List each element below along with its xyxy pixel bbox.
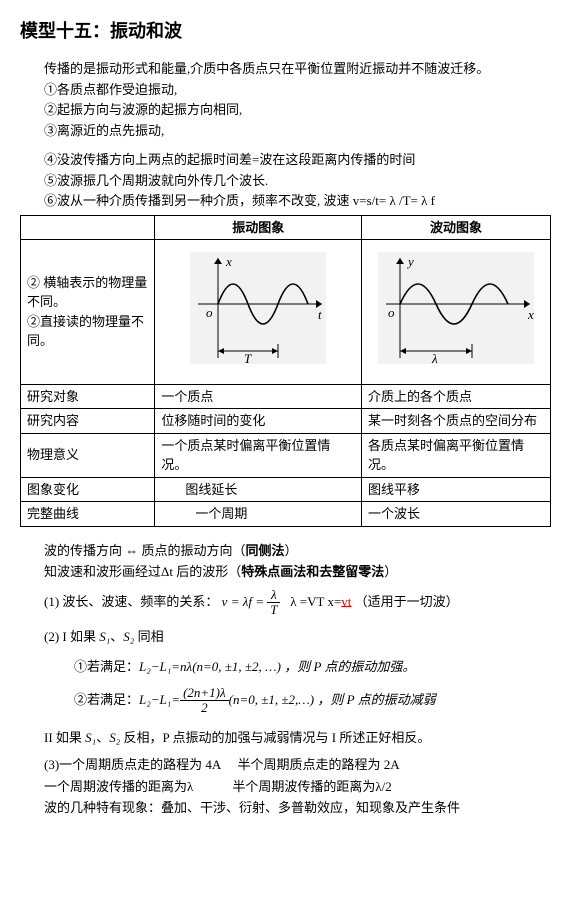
diff-line1: ② 横轴表示的物理量不同。 <box>27 275 147 310</box>
p3-line2: 一个周期波传播的距离为λ 半个周期波传播的距离为λ/2 <box>44 777 551 797</box>
fraction: (2n+1)λ2 <box>180 686 229 716</box>
sep: 、 <box>96 730 109 745</box>
row-diff-label: ② 横轴表示的物理量不同。 ②直接读的物理量不同。 <box>21 240 155 385</box>
wave-graph-cell: y x o λ <box>362 240 551 385</box>
th-vibration: 振动图象 <box>155 215 362 240</box>
frac-d: T <box>267 603 280 617</box>
intro-line: ④没波传播方向上两点的起振时间差=波在这段距离内传播的时间 <box>44 150 551 170</box>
txt: ） <box>285 543 298 558</box>
row-wave: 介质上的各个质点 <box>362 384 551 409</box>
row-label: 物理意义 <box>21 433 155 477</box>
diff-line2: ②直接读的物理量不同。 <box>27 314 144 349</box>
s1: S₁ <box>85 730 96 745</box>
intro-line: 传播的是振动形式和能量,介质中各质点只在平衡位置附近振动并不随波迁移。 <box>44 59 551 79</box>
frac-n: (2n+1)λ <box>180 686 229 701</box>
txt: II 如果 <box>44 730 85 745</box>
txt: 反相，P 点振动的加强与减弱情况与 I 所述正好相反。 <box>120 730 430 745</box>
intro-line: ③离源近的点先振动, <box>44 121 551 141</box>
direction-line: 波的传播方向 ⇔ 质点的振动方向（同侧法） <box>44 541 551 561</box>
row-wave: 各质点某时偏离平衡位置情况。 <box>362 433 551 477</box>
relation-line: (1) 波长、波速、频率的关系： v = λf = λT λ =VT x=vt … <box>44 588 551 618</box>
intro-line: ①各质点都作受迫振动, <box>44 80 551 100</box>
cond-2: ②若满足：L₂−L₁=(2n+1)λ2(n=0, ±1, ±2,…) ，则 P … <box>74 686 551 716</box>
txt: 一个周期波传播的距离为λ <box>44 779 193 794</box>
txt: (1) 波长、波速、频率的关系： <box>44 593 218 608</box>
last-line: 波的几种特有现象：叠加、干涉、衍射、多普勒效应，知现象及产生条件 <box>44 798 551 818</box>
method-line: 知波速和波形画经过Δt 后的波形（特殊点画法和去整留零法） <box>44 562 551 582</box>
row-label: 图象变化 <box>21 477 155 502</box>
txt: ②若满足： <box>74 692 139 707</box>
cond-1: ①若满足：L₂−L₁=nλ(n=0, ±1, ±2, …) ，则 P 点的振动加… <box>74 657 551 677</box>
table-row: 图象变化 图线延长 图线平移 <box>21 477 551 502</box>
sep: 、 <box>110 629 123 644</box>
s2: S₂ <box>109 730 120 745</box>
th-wave: 波动图象 <box>362 215 551 240</box>
y-axis-label: x <box>225 254 232 269</box>
case-II: II 如果 S₁、S₂ 反相，P 点振动的加强与减弱情况与 I 所述正好相反。 <box>44 728 551 748</box>
eq: λ =VT x= <box>290 593 341 608</box>
row-vib: 一个质点 <box>155 384 362 409</box>
row-wave: 一个波长 <box>362 502 551 527</box>
eq: L₂−L₁=nλ(n=0, ±1, ±2, …) ，则 P 点的振动加强。 <box>139 659 415 674</box>
frac-n: λ <box>267 588 280 603</box>
txt: 同相 <box>134 629 163 644</box>
s1: S₁ <box>99 629 110 644</box>
txt-bold: 特殊点画法和去整留零法 <box>241 564 384 579</box>
row-label: 完整曲线 <box>21 502 155 527</box>
vibration-graph: x t o T <box>178 244 338 374</box>
x-axis-label: t <box>318 307 322 322</box>
case-I: (2) I 如果 S₁、S₂ 同相 <box>44 627 551 647</box>
wave-graph: y x o λ <box>366 244 546 374</box>
txt: 半个周期波传播的距离为λ/2 <box>232 779 391 794</box>
row-vib: 图线延长 <box>155 477 362 502</box>
row-label: 研究对象 <box>21 384 155 409</box>
intro-line: ⑤波源振几个周期波就向外传几个波长. <box>44 171 551 191</box>
y-axis-label: y <box>406 254 414 269</box>
eq: L₂−L₁= <box>139 692 180 707</box>
s2: S₂ <box>123 629 134 644</box>
th-blank <box>21 215 155 240</box>
period-label: T <box>244 351 252 366</box>
eq: v = λf = <box>222 593 264 608</box>
origin-label: o <box>388 305 395 320</box>
origin-label: o <box>206 305 213 320</box>
intro-block: 传播的是振动形式和能量,介质中各质点只在平衡位置附近振动并不随波迁移。 ①各质点… <box>44 59 551 211</box>
row-vib: 一个质点某时偏离平衡位置情况。 <box>155 433 362 477</box>
txt: ①若满足： <box>74 659 139 674</box>
row-wave: 图线平移 <box>362 477 551 502</box>
doc-title: 模型十五：振动和波 <box>20 18 551 45</box>
eq: (n=0, ±1, ±2,…) ，则 P 点的振动减弱 <box>229 692 436 707</box>
row-wave: 某一时刻各个质点的空间分布 <box>362 409 551 434</box>
intro-line: ⑥波从一种介质传播到另一种介质，频率不改变, 波速 v=s/t= λ /T= λ… <box>44 191 551 211</box>
p3-line1: (3)一个周期质点走的路程为 4A 半个周期质点走的路程为 2A <box>44 755 551 775</box>
txt-bold: 同侧法 <box>246 543 285 558</box>
intro-line: ②起振方向与波源的起振方向相同, <box>44 100 551 120</box>
table-row: 研究对象 一个质点 介质上的各个质点 <box>21 384 551 409</box>
fraction: λT <box>267 588 280 618</box>
table-row: 完整曲线 一个周期 一个波长 <box>21 502 551 527</box>
txt: 知波速和波形画经过Δt 后的波形（ <box>44 564 241 579</box>
compare-table: 振动图象 波动图象 ② 横轴表示的物理量不同。 ②直接读的物理量不同。 x t … <box>20 215 551 527</box>
txt: （适用于一切波） <box>355 593 459 608</box>
row-vib: 一个周期 <box>155 502 362 527</box>
txt: (3)一个周期质点走的路程为 4A <box>44 757 221 772</box>
row-vib: 位移随时间的变化 <box>155 409 362 434</box>
wavelength-label: λ <box>431 351 438 366</box>
after-block: 波的传播方向 ⇔ 质点的振动方向（同侧法） 知波速和波形画经过Δt 后的波形（特… <box>44 541 551 818</box>
vibration-graph-cell: x t o T <box>155 240 362 385</box>
eq-red: vt <box>341 593 351 608</box>
txt: ） <box>384 564 397 579</box>
row-label: 研究内容 <box>21 409 155 434</box>
table-row: 研究内容 位移随时间的变化 某一时刻各个质点的空间分布 <box>21 409 551 434</box>
txt: 波的传播方向 ⇔ 质点的振动方向（ <box>44 543 246 558</box>
txt: (2) I 如果 <box>44 629 99 644</box>
table-row: 物理意义 一个质点某时偏离平衡位置情况。 各质点某时偏离平衡位置情况。 <box>21 433 551 477</box>
txt: 半个周期质点走的路程为 2A <box>238 757 400 772</box>
frac-d: 2 <box>180 701 229 715</box>
x-axis-label: x <box>527 307 534 322</box>
